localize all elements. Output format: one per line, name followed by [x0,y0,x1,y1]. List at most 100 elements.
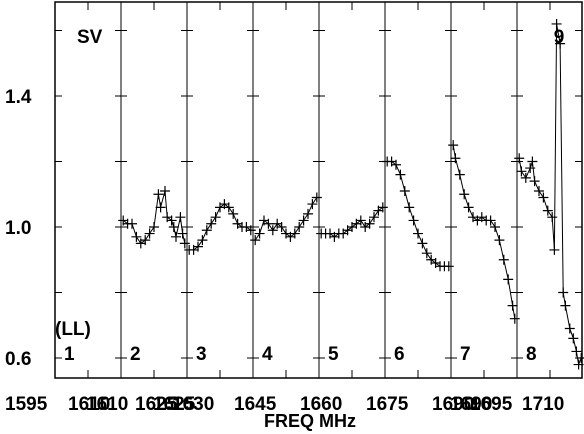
data-point [494,235,505,246]
data-point [250,235,261,246]
series-line-6 [387,161,449,267]
x-axis-title: FREQ MHz [264,411,356,431]
data-point [490,222,500,232]
data-point [228,208,239,219]
data-point [507,300,518,311]
data-point [276,222,287,232]
data-point [542,205,553,216]
data-point [369,212,379,223]
x-tick-label: 1645 [234,394,277,415]
data-point [166,215,177,226]
x-tick-label: 1710 [522,394,564,415]
x-tick-label: 1675 [366,394,409,415]
panel-label: 2 [130,344,141,365]
polarization-label: (LL) [55,319,91,340]
data-point [206,218,217,229]
data-point [153,189,164,200]
data-point [179,238,190,249]
data-point [377,202,388,213]
data-point [576,353,584,363]
data-point [573,359,584,370]
x-tick-label: 1625 [153,394,196,415]
x-tick-label: 1660 [300,394,342,415]
series-group [118,18,584,370]
data-point [549,244,560,255]
data-point [509,313,520,324]
data-point [149,222,159,232]
x-tick-label: 1625 [135,394,178,415]
data-point [160,185,170,196]
data-point [408,215,419,226]
panel-dividers [120,2,518,378]
data-point [514,153,525,164]
data-point [555,38,566,49]
data-point [307,199,318,210]
data-point [144,228,155,239]
panel-label-9: 9 [554,27,565,48]
panel-label: 8 [526,344,537,365]
data-point [193,241,203,252]
data-point [529,176,540,187]
data-point [498,254,509,265]
x-tick-label: 1595 [5,394,48,415]
y-tick-label: 0.6 [5,349,31,370]
data-point [450,153,461,164]
data-point [391,159,401,170]
data-point [571,346,582,357]
data-point [443,261,454,272]
data-point [485,215,496,226]
data-point [534,185,544,196]
data-point [527,156,538,167]
data-point [254,228,265,239]
data-point [558,287,569,298]
corner-label: SV [77,27,103,48]
data-point [197,235,208,246]
x-tick-label: 1610 [86,394,128,415]
x-tick-label: 1690 [432,394,474,415]
data-point [210,212,221,223]
data-point [201,225,212,236]
data-point [303,208,313,219]
data-point [127,218,137,229]
data-point [448,140,459,151]
y-tick-label: 1.0 [5,218,31,239]
data-point [140,235,151,246]
panel-labels: 1 2 3 4 5 6 7 8 [64,344,537,365]
data-point [459,189,470,200]
data-point [516,166,527,177]
x-tick-label: 1695 [470,394,513,415]
data-point [289,228,300,239]
y-axis: 0.6 1.0 1.4 [5,30,582,370]
data-point [525,163,536,174]
panel-label: 7 [460,344,471,365]
data-point [223,202,234,213]
data-point [294,222,305,232]
data-point [564,323,575,334]
data-point [454,169,465,180]
data-point [263,218,274,229]
panel-label: 4 [262,344,273,365]
data-point [417,238,428,249]
data-point [245,225,256,236]
data-point [560,300,571,311]
x-tick-label: 1690 [450,394,492,415]
panel-label: 1 [64,344,75,365]
x-tick-label: 1630 [172,394,214,415]
data-point [131,231,142,242]
series-line-8 [518,23,582,367]
data-point [155,202,166,213]
panel-label: 6 [394,344,405,365]
data-point [311,192,322,203]
data-point [355,215,366,226]
data-point [395,169,406,180]
data-point [413,228,423,239]
panel-label: 3 [196,344,207,365]
data-point [547,212,558,223]
data-point [404,202,415,213]
data-point [175,212,186,223]
data-point [568,333,579,344]
data-point [463,202,474,213]
series-line-7 [452,145,516,319]
